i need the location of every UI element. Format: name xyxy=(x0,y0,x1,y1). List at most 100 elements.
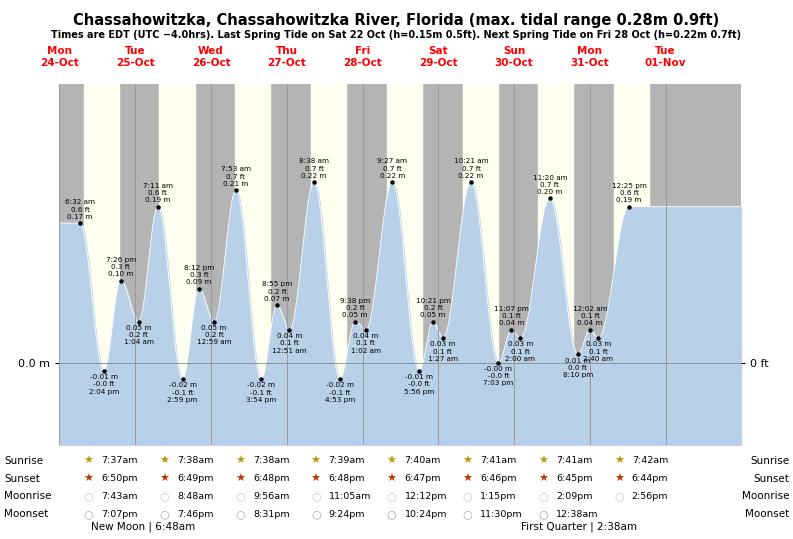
Text: ○: ○ xyxy=(387,492,396,501)
Bar xyxy=(236,84,270,445)
Text: 7:39am: 7:39am xyxy=(328,457,365,465)
Text: 7:46pm: 7:46pm xyxy=(177,510,213,519)
Text: 7:42am: 7:42am xyxy=(632,457,668,465)
Text: 7:43am: 7:43am xyxy=(102,492,138,501)
Bar xyxy=(311,84,347,445)
Text: 7:37am: 7:37am xyxy=(102,457,138,465)
Text: -0.02 m
-0.1 ft
2:59 pm: -0.02 m -0.1 ft 2:59 pm xyxy=(167,382,197,403)
Text: 28-Oct: 28-Oct xyxy=(343,58,382,68)
Text: 7:26 pm
0.3 ft
0.10 m: 7:26 pm 0.3 ft 0.10 m xyxy=(105,257,136,277)
Text: 0.01 m
0.0 ft
8:10 pm: 0.01 m 0.0 ft 8:10 pm xyxy=(563,358,593,378)
Text: 0.04 m
0.1 ft
1:02 am: 0.04 m 0.1 ft 1:02 am xyxy=(351,333,381,354)
Text: 31-Oct: 31-Oct xyxy=(570,58,609,68)
Text: 7:38am: 7:38am xyxy=(177,457,213,465)
Text: 2:09pm: 2:09pm xyxy=(556,492,592,501)
Text: Moonset: Moonset xyxy=(745,509,789,519)
Text: 9:24pm: 9:24pm xyxy=(328,510,365,519)
Text: 12:38am: 12:38am xyxy=(556,510,599,519)
Bar xyxy=(538,84,573,445)
Text: 12:25 pm
0.6 ft
0.19 m: 12:25 pm 0.6 ft 0.19 m xyxy=(611,183,646,203)
Text: 7:11 am
0.6 ft
0.19 m: 7:11 am 0.6 ft 0.19 m xyxy=(143,183,173,203)
Text: First Quarter | 2:38am: First Quarter | 2:38am xyxy=(521,522,637,532)
Text: ★: ★ xyxy=(235,474,245,483)
Text: 8:48am: 8:48am xyxy=(177,492,213,501)
Text: 30-Oct: 30-Oct xyxy=(495,58,534,68)
Text: ○: ○ xyxy=(538,492,548,501)
Text: -0.02 m
-0.1 ft
3:54 pm: -0.02 m -0.1 ft 3:54 pm xyxy=(246,382,276,403)
Text: ○: ○ xyxy=(614,492,624,501)
Text: 8:55 pm
0.2 ft
0.07 m: 8:55 pm 0.2 ft 0.07 m xyxy=(262,281,292,302)
Text: 11:05am: 11:05am xyxy=(328,492,371,501)
Text: ★: ★ xyxy=(159,474,169,483)
Text: 6:44pm: 6:44pm xyxy=(632,474,668,483)
Text: 0.05 m
0.2 ft
1:04 am: 0.05 m 0.2 ft 1:04 am xyxy=(124,325,154,345)
Text: 29-Oct: 29-Oct xyxy=(419,58,458,68)
Text: 6:48pm: 6:48pm xyxy=(328,474,365,483)
Bar xyxy=(462,84,497,445)
Text: Times are EDT (UTC −4.0hrs). Last Spring Tide on Sat 22 Oct (h=0.15m 0.5ft). Nex: Times are EDT (UTC −4.0hrs). Last Spring… xyxy=(52,30,741,40)
Text: 26-Oct: 26-Oct xyxy=(192,58,231,68)
Text: Chassahowitzka, Chassahowitzka River, Florida (max. tidal range 0.28m 0.9ft): Chassahowitzka, Chassahowitzka River, Fl… xyxy=(74,13,719,29)
Text: 0.03 m
0.1 ft
1:27 am: 0.03 m 0.1 ft 1:27 am xyxy=(428,341,458,362)
Text: Fri: Fri xyxy=(355,46,370,56)
Text: Tue: Tue xyxy=(125,46,146,56)
Text: ○: ○ xyxy=(236,509,245,519)
Text: 01-Nov: 01-Nov xyxy=(645,58,687,68)
Text: 9:56am: 9:56am xyxy=(253,492,289,501)
Text: ○: ○ xyxy=(311,492,320,501)
Text: ★: ★ xyxy=(386,474,396,483)
Text: 1:15pm: 1:15pm xyxy=(481,492,517,501)
Text: ★: ★ xyxy=(311,456,320,466)
Text: -0.00 m
-0.0 ft
7:03 pm: -0.00 m -0.0 ft 7:03 pm xyxy=(484,366,514,386)
Bar xyxy=(615,84,649,445)
Text: 7:41am: 7:41am xyxy=(556,457,592,465)
Text: 12:12pm: 12:12pm xyxy=(404,492,447,501)
Text: ○: ○ xyxy=(83,492,94,501)
Text: Moonset: Moonset xyxy=(4,509,48,519)
Text: ★: ★ xyxy=(614,474,624,483)
Text: ★: ★ xyxy=(159,456,169,466)
Text: Sunrise: Sunrise xyxy=(750,456,789,466)
Text: Sun: Sun xyxy=(503,46,525,56)
Text: ○: ○ xyxy=(236,492,245,501)
Text: 7:53 am
0.7 ft
0.21 m: 7:53 am 0.7 ft 0.21 m xyxy=(221,167,251,187)
Text: Mon: Mon xyxy=(577,46,603,56)
Text: 9:27 am
0.7 ft
0.22 m: 9:27 am 0.7 ft 0.22 m xyxy=(377,158,408,179)
Text: Sunset: Sunset xyxy=(753,474,789,483)
Text: 11:20 am
0.7 ft
0.20 m: 11:20 am 0.7 ft 0.20 m xyxy=(533,175,567,195)
Text: -0.01 m
-0.0 ft
2:04 pm: -0.01 m -0.0 ft 2:04 pm xyxy=(89,374,119,395)
Text: 7:41am: 7:41am xyxy=(481,457,516,465)
Text: ★: ★ xyxy=(386,456,396,466)
Text: 7:07pm: 7:07pm xyxy=(102,510,138,519)
Bar xyxy=(83,84,119,445)
Text: ★: ★ xyxy=(538,474,548,483)
Text: ★: ★ xyxy=(83,474,94,483)
Text: 7:38am: 7:38am xyxy=(253,457,289,465)
Text: 11:30pm: 11:30pm xyxy=(481,510,523,519)
Text: 24-Oct: 24-Oct xyxy=(40,58,79,68)
Text: ○: ○ xyxy=(538,509,548,519)
Text: -0.01 m
-0.0 ft
5:56 pm: -0.01 m -0.0 ft 5:56 pm xyxy=(404,374,435,395)
Text: ○: ○ xyxy=(311,509,320,519)
Text: Wed: Wed xyxy=(198,46,224,56)
Text: 8:38 am
0.7 ft
0.22 m: 8:38 am 0.7 ft 0.22 m xyxy=(299,158,329,179)
Text: Sat: Sat xyxy=(428,46,448,56)
Text: 8:31pm: 8:31pm xyxy=(253,510,289,519)
Text: 6:49pm: 6:49pm xyxy=(177,474,213,483)
Text: 12:02 am
0.1 ft
0.04 m: 12:02 am 0.1 ft 0.04 m xyxy=(573,306,607,327)
Text: 6:48pm: 6:48pm xyxy=(253,474,289,483)
Text: ○: ○ xyxy=(387,509,396,519)
Text: ○: ○ xyxy=(462,509,473,519)
Text: ★: ★ xyxy=(538,456,548,466)
Text: ★: ★ xyxy=(83,456,94,466)
Text: ○: ○ xyxy=(159,509,169,519)
Text: ★: ★ xyxy=(235,456,245,466)
Text: 0.05 m
0.2 ft
12:59 am: 0.05 m 0.2 ft 12:59 am xyxy=(197,325,232,345)
Text: 6:46pm: 6:46pm xyxy=(481,474,517,483)
Text: 0.03 m
0.1 ft
2:00 am: 0.03 m 0.1 ft 2:00 am xyxy=(505,341,535,362)
Text: 11:07 pm
0.1 ft
0.04 m: 11:07 pm 0.1 ft 0.04 m xyxy=(494,306,529,327)
Bar xyxy=(387,84,422,445)
Bar xyxy=(159,84,194,445)
Text: 2:56pm: 2:56pm xyxy=(632,492,668,501)
Text: Moonrise: Moonrise xyxy=(741,492,789,501)
